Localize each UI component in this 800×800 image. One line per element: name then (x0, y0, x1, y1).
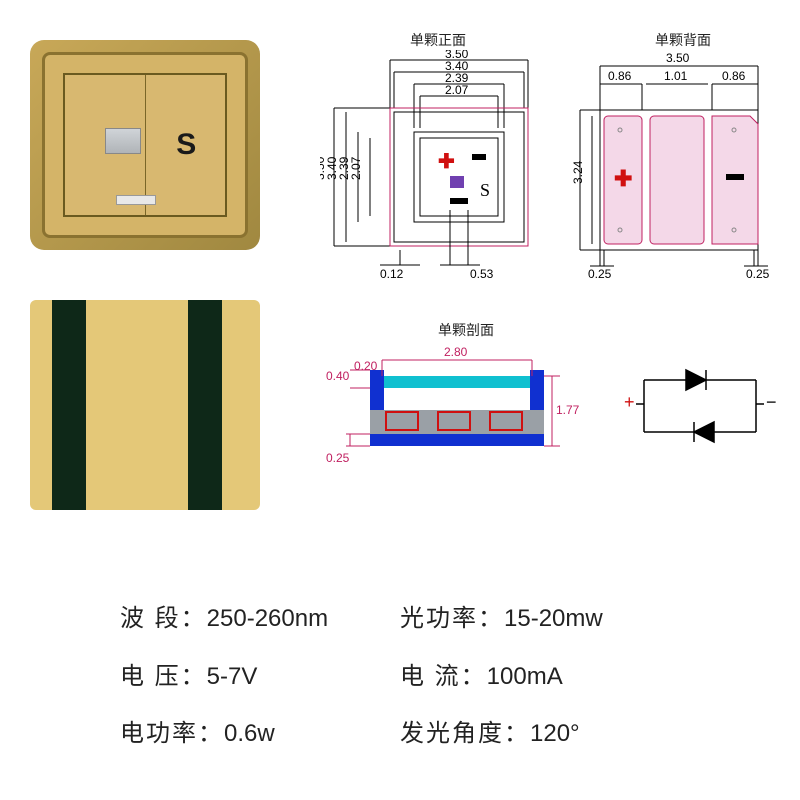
spec-value: 15-20mw (504, 605, 603, 632)
spec-value: 250-260nm (207, 605, 328, 632)
dim-back-outer-w: 3.50 (666, 51, 690, 65)
dim-total-h: 1.77 (556, 403, 580, 417)
minus-icon (726, 174, 744, 180)
die-icon (450, 176, 464, 188)
spec-label: 发光角度： (400, 720, 530, 747)
dim-back-inner-h: 3.24 (571, 160, 585, 184)
spec-value: 0.6w (224, 720, 275, 747)
section-view-title: 单颗剖面 (438, 320, 494, 340)
dim-back-sidepad-l: 0.86 (608, 69, 632, 83)
spec-label: 波 段： (120, 605, 207, 632)
back-view-diagram: 3.50 0.86 1.01 0.86 3.50 3.24 ✚ (570, 50, 780, 280)
spec-beam-angle: 发光角度：120° (400, 705, 680, 763)
circuit-schematic: + − (620, 360, 780, 460)
led-bond-pad (116, 195, 156, 205)
dim-back-margin-l: 0.25 (588, 267, 612, 280)
led-back-photo (30, 300, 260, 510)
dim-pad-w: 0.53 (470, 267, 494, 280)
dim-lens-t: 0.20 (354, 359, 378, 373)
spec-value: 120° (530, 720, 580, 747)
plus-icon: ✚ (438, 151, 455, 173)
spec-optical-power: 光功率：15-20mw (400, 590, 680, 648)
led-front-case: S (30, 40, 260, 250)
pad-icon (450, 198, 468, 204)
section-view-diagram: 2.80 1.77 0.40 0.20 0.25 (320, 340, 590, 480)
spec-value: 5-7V (207, 663, 258, 690)
dim-win-inner-w: 2.07 (445, 83, 469, 97)
spec-wavelength: 波 段：250-260nm (120, 590, 400, 648)
dim-top-t: 0.40 (326, 369, 350, 383)
plus-terminal: + (624, 392, 635, 412)
led-back-slot (188, 300, 222, 510)
led-chip-icon (105, 128, 141, 154)
s-outline-icon: S (480, 180, 490, 200)
spec-electrical-power: 电功率：0.6w (120, 705, 400, 763)
dim-lens-w: 2.80 (444, 345, 468, 359)
dim-back-sidepad-r: 0.86 (722, 69, 746, 83)
back-view-title: 单颗背面 (655, 30, 711, 50)
front-view-title: 单颗正面 (410, 30, 466, 50)
led-front-window: S (42, 52, 248, 238)
spec-label: 电 流： (400, 663, 487, 690)
dim-base-t: 0.25 (326, 451, 350, 465)
dim-corner: 0.12 (380, 267, 404, 280)
led-back-slot (52, 300, 86, 510)
front-view-diagram: 3.50 3.40 2.39 2.07 3.50 3.40 2.39 2.07 … (320, 50, 550, 280)
led-front-divider (145, 75, 146, 215)
spec-label: 光功率： (400, 605, 504, 632)
minus-terminal: − (766, 392, 777, 412)
spec-current: 电 流：100mA (400, 648, 680, 706)
led-front-photo: S (30, 40, 260, 250)
spec-table: 波 段：250-260nm 光功率：15-20mw 电 压：5-7V 电 流：1… (120, 590, 680, 763)
spec-value: 100mA (487, 663, 563, 690)
dim-back-center-pad: 1.01 (664, 69, 688, 83)
spec-label: 电功率： (120, 720, 224, 747)
spec-label: 电 压： (120, 663, 207, 690)
dim-win-inner-h: 2.07 (349, 156, 363, 180)
led-polarity-marking: S (176, 128, 196, 162)
spec-voltage: 电 压：5-7V (120, 648, 400, 706)
minus-icon (472, 154, 486, 160)
led-front-die-area: S (63, 73, 227, 217)
dim-back-margin-r: 0.25 (746, 267, 770, 280)
plus-icon: ✚ (614, 166, 632, 191)
lens-layer (382, 376, 532, 388)
